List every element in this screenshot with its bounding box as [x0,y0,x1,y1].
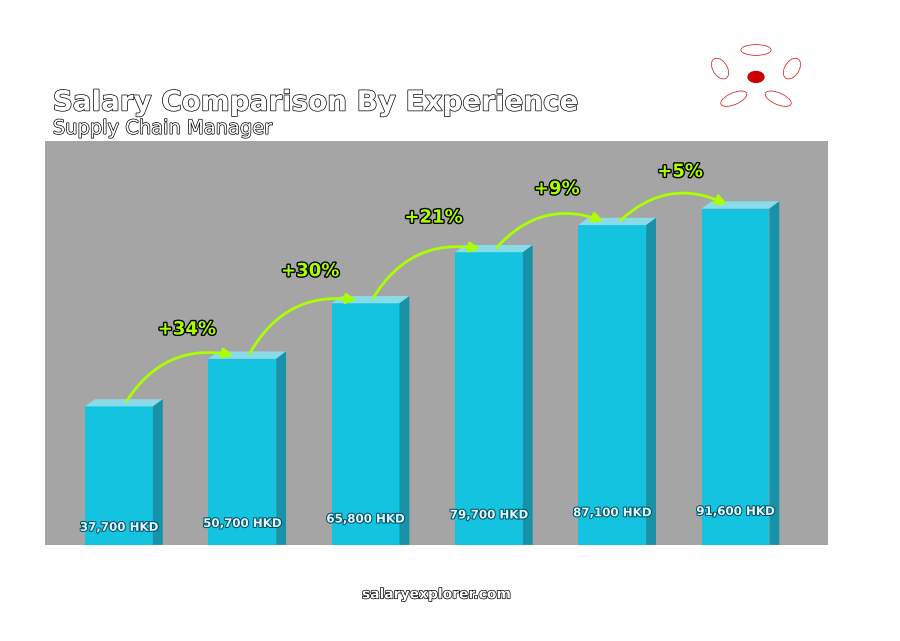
Ellipse shape [721,91,747,106]
Polygon shape [153,399,163,545]
Polygon shape [209,351,286,359]
Polygon shape [646,218,656,545]
Text: 91,600 HKD: 91,600 HKD [697,505,775,518]
Text: +34%: +34% [158,320,216,338]
Ellipse shape [783,58,800,79]
Text: +30%: +30% [281,262,339,280]
Text: +5%: +5% [657,163,703,181]
Bar [332,303,400,545]
Polygon shape [400,296,410,545]
Text: Salary Comparison By Experience: Salary Comparison By Experience [53,88,579,117]
Polygon shape [702,201,779,208]
Text: 79,700 HKD: 79,700 HKD [450,508,528,521]
Polygon shape [770,201,779,545]
Polygon shape [579,218,656,225]
Polygon shape [455,245,533,253]
Ellipse shape [765,91,791,106]
Text: 50,700 HKD: 50,700 HKD [203,517,282,530]
Polygon shape [86,399,163,406]
Bar [86,406,153,545]
Text: +21%: +21% [404,208,463,227]
Bar [209,359,276,545]
Text: +9%: +9% [534,180,580,198]
Text: 65,800 HKD: 65,800 HKD [327,513,405,526]
Polygon shape [276,351,286,545]
Text: salaryexplorer.com: salaryexplorer.com [362,587,511,601]
Circle shape [747,71,765,83]
Polygon shape [332,296,410,303]
Text: Supply Chain Manager: Supply Chain Manager [53,119,273,138]
Bar [579,225,646,545]
Text: 87,100 HKD: 87,100 HKD [573,506,652,519]
Bar [702,208,770,545]
Bar [455,253,523,545]
Polygon shape [523,245,533,545]
Ellipse shape [741,45,771,55]
Ellipse shape [712,58,729,79]
Text: Average Monthly Salary: Average Monthly Salary [863,254,873,387]
Text: 37,700 HKD: 37,700 HKD [80,520,158,534]
